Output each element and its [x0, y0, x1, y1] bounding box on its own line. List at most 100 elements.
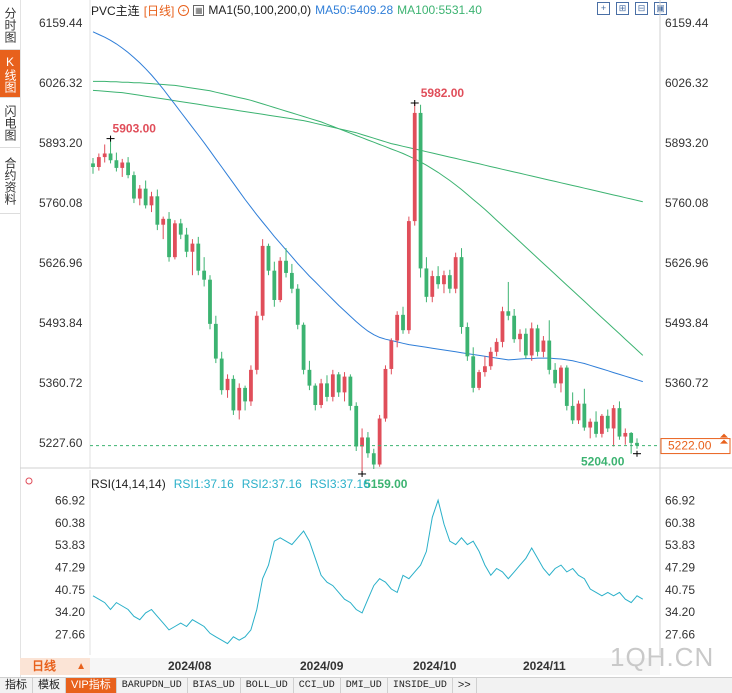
tab-template[interactable]: 模板: [33, 678, 66, 693]
rsi-tick-left: 40.75: [55, 583, 85, 597]
price-tick-right: 5760.08: [665, 196, 709, 210]
period-label[interactable]: [日线]: [143, 3, 175, 18]
candle-body: [301, 324, 306, 370]
tab-more[interactable]: >>: [453, 678, 477, 693]
price-tick-left: 6026.32: [39, 76, 83, 90]
candle-body: [401, 314, 405, 331]
tab-inside[interactable]: INSIDE_UD: [388, 678, 453, 693]
tab-contract-info[interactable]: 合约资料: [0, 148, 20, 214]
candle-body: [336, 374, 341, 393]
rsi-tick-right: 53.83: [665, 538, 695, 552]
candle-body: [243, 387, 247, 402]
candle-body: [161, 218, 166, 225]
candle-body: [132, 175, 136, 199]
x-axis: 2024/08 2024/09 2024/10 2024/11: [90, 658, 660, 675]
candle-body: [453, 257, 458, 289]
candle-body: [254, 315, 259, 370]
candle-body: [483, 366, 487, 373]
tab-barupdn[interactable]: BARUPDN_UD: [117, 678, 188, 693]
tab-cci[interactable]: CCI_UD: [294, 678, 341, 693]
price-tick-right: 5493.84: [665, 316, 709, 330]
price-tick-left: 5760.08: [39, 196, 83, 210]
tab-bias[interactable]: BIAS_UD: [188, 678, 241, 693]
candle-body: [213, 323, 218, 359]
price-tick-left: 5626.96: [39, 256, 83, 270]
tab-boll[interactable]: BOLL_UD: [241, 678, 294, 693]
candle-body: [559, 367, 563, 384]
candle-body: [541, 340, 546, 352]
zoom-out-icon[interactable]: ⊟: [635, 2, 648, 15]
rsi-tick-left: 47.29: [55, 561, 85, 575]
rsi-tick-right: 27.66: [665, 628, 695, 642]
candle-body: [553, 369, 558, 384]
candle-body: [588, 421, 593, 428]
candle-body: [377, 418, 382, 465]
candle-body: [594, 421, 598, 434]
rsi1-label: RSI1:37.16: [173, 477, 234, 491]
candle-body: [412, 112, 417, 222]
price-tick-right: 6159.44: [665, 16, 709, 30]
circle-plus-icon[interactable]: +: [178, 4, 190, 16]
indicator-tab-bar: 指标 模板 VIP指标 BARUPDN_UD BIAS_UD BOLL_UD C…: [0, 677, 732, 693]
price-tick-left: 6159.44: [39, 16, 83, 30]
tab-timeshare[interactable]: 分时图: [0, 0, 20, 50]
candle-body: [547, 340, 552, 370]
candle-body: [512, 315, 517, 340]
rsi3-label: RSI3:37.16: [309, 477, 370, 491]
candle-body: [149, 196, 154, 206]
candle-body: [418, 112, 423, 269]
candle-body: [231, 378, 236, 411]
rsi-tick-right: 40.75: [665, 583, 695, 597]
rsi-tick-left: 60.38: [55, 516, 85, 530]
candle-body: [465, 327, 470, 357]
candle-body: [605, 415, 610, 429]
rsi-tick-left: 34.20: [55, 605, 85, 619]
tab-kline[interactable]: K线图: [0, 50, 20, 98]
candle-body: [582, 403, 587, 428]
annotation-left-high: 5903.00: [113, 122, 157, 136]
current-price-box: [660, 438, 731, 455]
crosshair-icon[interactable]: +: [597, 2, 610, 15]
candle-body: [120, 162, 125, 168]
annotation-recent-low: 5204.00: [581, 455, 625, 469]
candle-body: [313, 385, 318, 406]
candle-body: [477, 372, 481, 388]
x-label-nov: 2024/11: [523, 659, 566, 673]
candle-body: [360, 437, 364, 447]
price-tick-right: 5626.96: [665, 256, 709, 270]
candle-body: [406, 221, 411, 331]
ma1-label: MA1(50,100,200,0): [208, 3, 312, 17]
candle-body: [500, 311, 505, 342]
rsi-title: RSI(14,14,14): [91, 477, 166, 491]
zoom-in-icon[interactable]: ⊞: [616, 2, 629, 15]
contract-title: PVC主连: [91, 3, 140, 18]
candle-body: [529, 328, 534, 356]
period-selector[interactable]: 日线 ▲: [20, 658, 90, 675]
candle-body: [325, 383, 329, 397]
triangle-up-icon: ▲: [76, 661, 86, 672]
tab-indicator[interactable]: 指标: [0, 678, 33, 693]
candle-body: [523, 333, 528, 356]
price-tick-left: 5493.84: [39, 316, 83, 330]
x-label-sep: 2024/09: [300, 659, 344, 673]
candle-body: [96, 157, 101, 168]
candle-body: [184, 234, 189, 252]
candle-body: [570, 405, 575, 421]
candle-body: [471, 356, 476, 388]
candle-body: [143, 188, 148, 206]
candle-body: [202, 270, 207, 280]
tab-flash[interactable]: 闪电图: [0, 98, 20, 148]
ma50-label: MA50:5409.28: [315, 3, 394, 17]
rsi-line: [92, 498, 644, 645]
annotation-high: 5982.00: [421, 86, 465, 100]
candle-body: [342, 376, 347, 393]
period-selector-label: 日线: [32, 659, 57, 673]
candle-body: [289, 272, 294, 289]
indicator-icon[interactable]: ▦: [193, 4, 205, 16]
rsi-tick-right: 47.29: [665, 561, 695, 575]
tab-vip-indicator[interactable]: VIP指标: [66, 678, 117, 693]
tab-dmi[interactable]: DMI_UD: [341, 678, 388, 693]
candle-body: [272, 270, 277, 300]
candle-body: [535, 328, 540, 352]
